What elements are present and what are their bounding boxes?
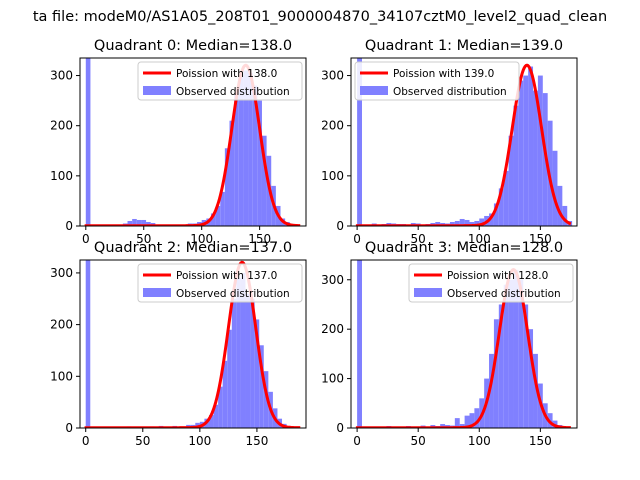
- y-tick-label: 100: [50, 169, 73, 183]
- histogram-bar: [232, 299, 237, 428]
- x-tick-label: 0: [82, 232, 90, 246]
- legend: Poission with 139.0 Observed distribution: [355, 62, 519, 100]
- y-tick-label: 300: [321, 273, 344, 287]
- x-tick-label: 0: [82, 434, 90, 448]
- legend: Poission with 128.0 Observed distribution: [409, 264, 573, 302]
- legend-observed-swatch: [143, 288, 171, 297]
- legend-observed-swatch: [360, 86, 388, 95]
- x-tick-label: 100: [468, 434, 491, 448]
- quadrant-1-plot: 0 50 100 150 0 100 200 300 Quadrant 1: Median=13…: [321, 38, 577, 246]
- histogram-bar: [86, 260, 91, 428]
- quadrant-3-plot: 0 50 100 150 0 100 200 300 Quadrant 3: Median=12…: [321, 240, 577, 448]
- legend-fit-label: Poission with 137.0: [176, 270, 277, 282]
- legend-observed-swatch: [143, 86, 171, 95]
- figure-suptitle: ta file: modeM0/AS1A05_208T01_9000004870…: [33, 9, 607, 25]
- y-tick-label: 200: [321, 119, 344, 133]
- y-tick-label: 200: [321, 322, 344, 336]
- x-tick-label: 100: [188, 434, 211, 448]
- panel-title: Quadrant 0: Median=138.0: [94, 38, 292, 54]
- histogram-bar: [528, 67, 533, 226]
- panel-title: Quadrant 3: Median=128.0: [365, 240, 563, 256]
- legend-fit-label: Poission with 138.0: [176, 68, 277, 80]
- legend: Poission with 138.0 Observed distribution: [138, 62, 302, 100]
- legend-observed-label: Observed distribution: [447, 288, 561, 300]
- legend-observed-swatch: [414, 288, 442, 297]
- x-tick-label: 50: [135, 434, 150, 448]
- x-tick-label: 150: [529, 434, 552, 448]
- figure: ta file: modeM0/AS1A05_208T01_9000004870…: [0, 0, 640, 480]
- histogram-bar: [246, 294, 251, 428]
- legend-observed-label: Observed distribution: [176, 288, 290, 300]
- y-tick-label: 300: [50, 266, 73, 280]
- legend-observed-label: Observed distribution: [176, 86, 290, 98]
- legend-fit-label: Poission with 128.0: [447, 270, 548, 282]
- legend: Poission with 137.0 Observed distribution: [138, 264, 302, 302]
- histogram-bar: [533, 91, 538, 226]
- quadrant-2-plot: 0 50 100 150 0 100 200 300 Quadrant 2: Median=13…: [50, 240, 306, 448]
- y-tick-label: 0: [336, 421, 344, 435]
- y-tick-label: 100: [321, 372, 344, 386]
- histogram-bar: [357, 260, 362, 428]
- x-tick-label: 50: [411, 434, 426, 448]
- y-tick-label: 0: [336, 219, 344, 233]
- y-tick-label: 0: [65, 421, 73, 435]
- y-tick-label: 300: [321, 69, 344, 83]
- y-tick-label: 300: [50, 69, 73, 83]
- y-tick-label: 200: [50, 119, 73, 133]
- histogram-bar: [86, 58, 91, 226]
- y-tick-label: 100: [321, 169, 344, 183]
- x-tick-label: 0: [353, 434, 361, 448]
- y-tick-label: 100: [50, 369, 73, 383]
- panel-title: Quadrant 1: Median=139.0: [365, 38, 563, 54]
- histogram-bar: [523, 76, 528, 226]
- histogram-bar: [227, 330, 232, 428]
- y-tick-label: 0: [65, 219, 73, 233]
- x-tick-label: 150: [245, 434, 268, 448]
- histogram-bar: [538, 76, 543, 226]
- legend-fit-label: Poission with 139.0: [393, 68, 494, 80]
- x-tick-label: 0: [353, 232, 361, 246]
- legend-observed-label: Observed distribution: [393, 86, 507, 98]
- quadrant-0-plot: 0 50 100 150 0 100 200 300 Quadrant 0: Median=13…: [50, 38, 306, 246]
- panel-title: Quadrant 2: Median=137.0: [94, 240, 292, 256]
- histogram-bar: [518, 81, 523, 226]
- y-tick-label: 200: [50, 318, 73, 332]
